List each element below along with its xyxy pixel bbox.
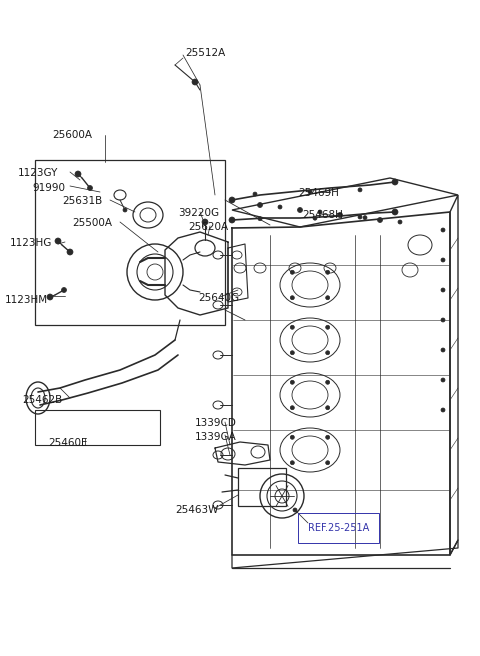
Ellipse shape — [441, 378, 445, 382]
Ellipse shape — [325, 405, 330, 410]
Ellipse shape — [290, 405, 294, 410]
Ellipse shape — [253, 192, 257, 196]
Ellipse shape — [298, 207, 302, 213]
Ellipse shape — [392, 209, 398, 215]
Ellipse shape — [325, 296, 330, 300]
Ellipse shape — [61, 287, 67, 293]
Text: 25460E: 25460E — [48, 438, 87, 448]
Text: 1339CD: 1339CD — [195, 418, 237, 428]
Ellipse shape — [392, 179, 398, 185]
Text: 25512A: 25512A — [185, 48, 225, 58]
Ellipse shape — [363, 216, 367, 220]
Ellipse shape — [337, 213, 343, 218]
Ellipse shape — [441, 318, 445, 322]
Ellipse shape — [325, 436, 330, 440]
Ellipse shape — [123, 208, 127, 212]
Ellipse shape — [290, 270, 294, 274]
Ellipse shape — [325, 351, 330, 355]
Ellipse shape — [55, 238, 61, 244]
Text: 25500A: 25500A — [72, 218, 112, 228]
Ellipse shape — [290, 380, 294, 384]
Ellipse shape — [441, 288, 445, 292]
Ellipse shape — [67, 249, 73, 255]
Ellipse shape — [229, 197, 235, 203]
Ellipse shape — [229, 217, 235, 223]
Text: 25631B: 25631B — [62, 196, 102, 206]
Ellipse shape — [290, 296, 294, 300]
Text: 25640G: 25640G — [198, 293, 239, 303]
Text: 25469H: 25469H — [298, 188, 339, 198]
Text: 25463W: 25463W — [175, 505, 218, 515]
Ellipse shape — [325, 380, 330, 384]
Ellipse shape — [278, 205, 282, 209]
Ellipse shape — [290, 436, 294, 440]
Bar — [35, 410, 160, 445]
Ellipse shape — [290, 351, 294, 355]
Ellipse shape — [293, 508, 297, 512]
Ellipse shape — [358, 215, 362, 219]
Ellipse shape — [290, 461, 294, 464]
Ellipse shape — [258, 216, 262, 220]
Ellipse shape — [441, 258, 445, 262]
Ellipse shape — [257, 203, 263, 207]
Text: 25620A: 25620A — [188, 222, 228, 232]
Ellipse shape — [308, 190, 312, 194]
Text: 25468H: 25468H — [302, 210, 343, 220]
Ellipse shape — [398, 220, 402, 224]
Text: 1123GY: 1123GY — [18, 168, 59, 178]
Text: 1339GA: 1339GA — [195, 432, 237, 442]
Text: 1123HG: 1123HG — [10, 238, 52, 248]
Text: 91990: 91990 — [32, 183, 65, 193]
Ellipse shape — [318, 210, 322, 214]
Bar — [238, 468, 286, 506]
Text: 25462B: 25462B — [22, 395, 62, 405]
Ellipse shape — [441, 408, 445, 412]
Ellipse shape — [377, 218, 383, 222]
Ellipse shape — [358, 188, 362, 192]
Ellipse shape — [75, 171, 81, 177]
Ellipse shape — [441, 348, 445, 352]
Ellipse shape — [192, 79, 198, 85]
Text: 1123HM: 1123HM — [5, 295, 48, 305]
Ellipse shape — [325, 461, 330, 464]
Ellipse shape — [47, 294, 53, 300]
Ellipse shape — [202, 219, 208, 225]
Text: REF.25-251A: REF.25-251A — [308, 523, 369, 533]
Ellipse shape — [441, 228, 445, 232]
Text: 25600A: 25600A — [52, 130, 92, 140]
Ellipse shape — [325, 270, 330, 274]
Ellipse shape — [87, 186, 93, 190]
Bar — [35, 160, 225, 325]
Ellipse shape — [325, 325, 330, 329]
Ellipse shape — [290, 325, 294, 329]
Ellipse shape — [313, 216, 317, 220]
Text: 39220G: 39220G — [178, 208, 219, 218]
